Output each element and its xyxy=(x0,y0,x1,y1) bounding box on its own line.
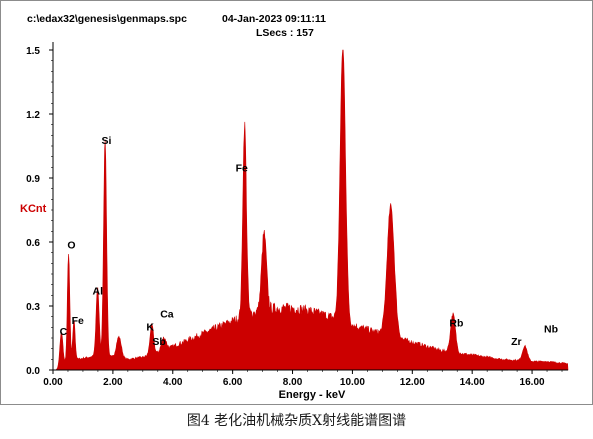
peak-label: Si xyxy=(102,135,112,147)
x-tick-label: 2.00 xyxy=(103,377,123,388)
plot-area: 0.0 0.3 0.6 0.9 1.2 1.5 0.00 2.00 4.00 6.00 8.00 10… xyxy=(26,42,569,388)
peak-label: Nb xyxy=(544,324,558,336)
y-tick-label: 0.9 xyxy=(26,174,40,185)
x-tick-label: 0.00 xyxy=(43,377,63,388)
x-tick-label: 14.00 xyxy=(460,377,485,388)
x-tick-label: 4.00 xyxy=(163,377,183,388)
file-path-label: c:\edax32\genesis\genmaps.spc xyxy=(27,13,187,25)
datetime-label: 04-Jan-2023 09:11:11 xyxy=(222,13,326,25)
peak-label: C xyxy=(60,326,68,338)
peak-label: O xyxy=(67,239,75,251)
y-tick-label: 0.6 xyxy=(26,238,40,249)
peak-label: Al xyxy=(93,285,104,297)
spectrum-area xyxy=(53,49,569,371)
y-tick-label: 0.3 xyxy=(26,302,40,313)
peak-label: Ca xyxy=(160,309,174,321)
peak-label: Rb xyxy=(449,317,463,329)
y-tick-label: 1.5 xyxy=(26,46,40,57)
peak-label: Zr xyxy=(511,336,522,348)
figure-caption: 图4 老化油机械杂质X射线能谱图谱 xyxy=(186,413,407,429)
y-tick-label: 0.0 xyxy=(26,366,40,377)
lsecs-label: LSecs : 157 xyxy=(256,27,314,39)
peak-label: Fe xyxy=(236,163,248,175)
y-axis-label: KCnt xyxy=(20,203,47,215)
peak-label: Sb xyxy=(152,336,165,348)
x-tick-label: 6.00 xyxy=(223,377,243,388)
x-axis-label: Energy - keV xyxy=(279,389,346,401)
y-tick-label: 1.2 xyxy=(26,110,40,121)
x-tick-label: 10.00 xyxy=(340,377,365,388)
x-tick-label: 12.00 xyxy=(400,377,425,388)
x-tick-label: 8.00 xyxy=(283,377,303,388)
peak-label: Fe xyxy=(72,315,84,327)
x-tick-label: 16.00 xyxy=(520,377,545,388)
eds-spectrum-chart: c:\edax32\genesis\genmaps.spc 04-Jan-202… xyxy=(0,0,593,405)
peak-label: K xyxy=(146,322,154,334)
